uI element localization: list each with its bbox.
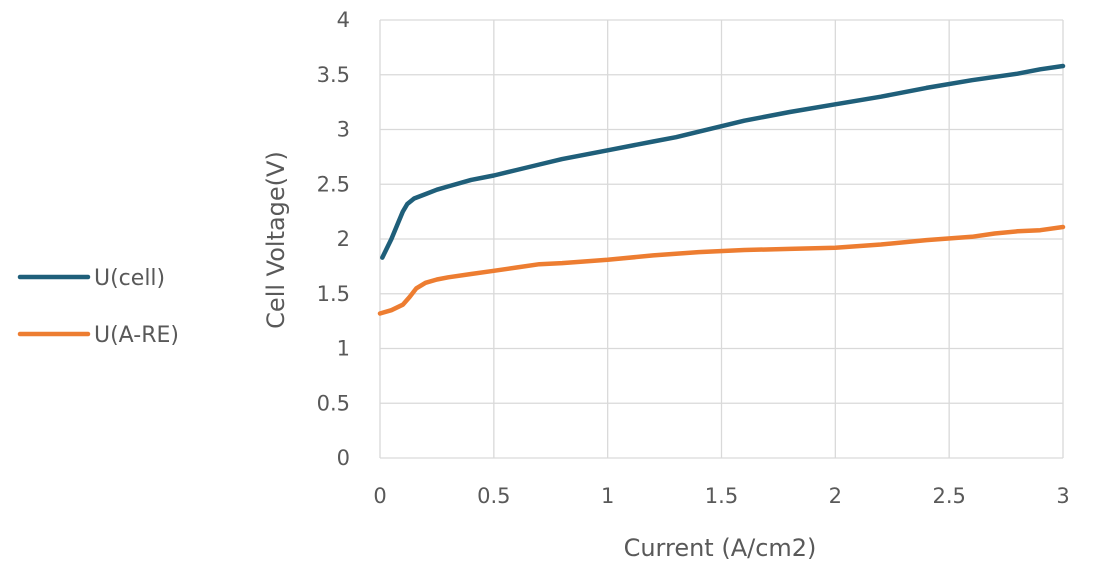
y-tick-label: 0.5: [317, 391, 350, 415]
y-tick-label: 1.5: [317, 282, 350, 306]
y-tick-label: 2: [337, 227, 350, 251]
x-tick-label: 0: [373, 484, 386, 508]
legend: U(cell) U(A-RE): [17, 266, 179, 348]
y-tick-label: 2.5: [317, 172, 350, 196]
x-tick-label: 1: [601, 484, 614, 508]
x-tick-label: 2.5: [932, 484, 965, 508]
y-axis-title: Cell Voltage(V): [262, 151, 290, 329]
y-tick-label: 1: [337, 337, 350, 361]
legend-label: U(cell): [94, 266, 165, 291]
series-lines: [377, 63, 1066, 316]
y-axis-ticks: 0 0.5 1 1.5 2 2.5 3 3.5 4: [317, 8, 350, 470]
legend-label: U(A-RE): [94, 323, 179, 348]
gridlines: [379, 19, 1064, 459]
x-tick-label: 1.5: [705, 484, 738, 508]
x-tick-label: 2: [829, 484, 842, 508]
series-line-2: [377, 224, 1066, 316]
y-tick-label: 0: [337, 446, 350, 470]
x-tick-label: 0.5: [477, 484, 510, 508]
y-tick-label: 3.5: [317, 63, 350, 87]
y-tick-label: 3: [337, 118, 350, 142]
series-line-1: [380, 63, 1066, 260]
x-tick-label: 3: [1056, 484, 1069, 508]
y-tick-label: 4: [337, 8, 350, 32]
x-axis-title: Current (A/cm2): [624, 534, 817, 562]
x-axis-ticks: 0 0.5 1 1.5 2 2.5 3: [373, 484, 1069, 508]
